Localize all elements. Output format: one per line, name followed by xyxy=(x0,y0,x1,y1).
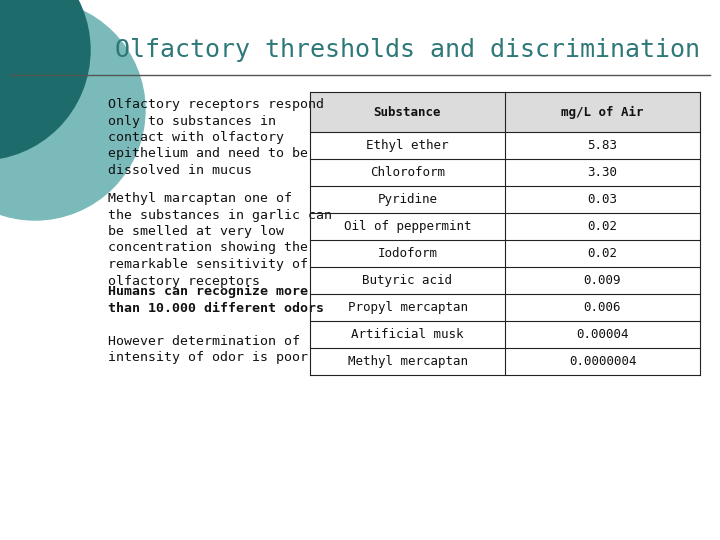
Circle shape xyxy=(0,0,145,220)
Text: 5.83: 5.83 xyxy=(588,139,618,152)
Text: 0.03: 0.03 xyxy=(588,193,618,206)
Text: Oil of peppermint: Oil of peppermint xyxy=(343,220,472,233)
Text: 0.02: 0.02 xyxy=(588,220,618,233)
Text: 0.009: 0.009 xyxy=(584,274,621,287)
Bar xyxy=(310,92,700,132)
Text: Propyl mercaptan: Propyl mercaptan xyxy=(348,301,467,314)
Text: Methyl mercaptan: Methyl mercaptan xyxy=(348,355,467,368)
Text: Ethyl ether: Ethyl ether xyxy=(366,139,449,152)
Text: Iodoform: Iodoform xyxy=(377,247,438,260)
Text: 0.02: 0.02 xyxy=(588,247,618,260)
Text: Olfactory receptors respond
only to substances in
contact with olfactory
epithel: Olfactory receptors respond only to subs… xyxy=(108,98,324,177)
Text: Humans can recognize more
than 10.000 different odors: Humans can recognize more than 10.000 di… xyxy=(108,285,324,315)
Text: Olfactory thresholds and discrimination: Olfactory thresholds and discrimination xyxy=(115,38,700,62)
Text: 0.0000004: 0.0000004 xyxy=(569,355,636,368)
Circle shape xyxy=(0,0,90,160)
Text: Butyric acid: Butyric acid xyxy=(362,274,452,287)
Text: However determination of
intensity of odor is poor: However determination of intensity of od… xyxy=(108,335,308,365)
Text: Methyl marcaptan one of
the substances in garlic can
be smelled at very low
conc: Methyl marcaptan one of the substances i… xyxy=(108,192,332,287)
Text: Substance: Substance xyxy=(374,105,441,118)
Text: mg/L of Air: mg/L of Air xyxy=(562,105,644,119)
Text: 0.006: 0.006 xyxy=(584,301,621,314)
Text: Chloroform: Chloroform xyxy=(370,166,445,179)
Text: 0.00004: 0.00004 xyxy=(576,328,629,341)
Text: Pyridine: Pyridine xyxy=(377,193,438,206)
Text: 3.30: 3.30 xyxy=(588,166,618,179)
Text: Artificial musk: Artificial musk xyxy=(351,328,464,341)
